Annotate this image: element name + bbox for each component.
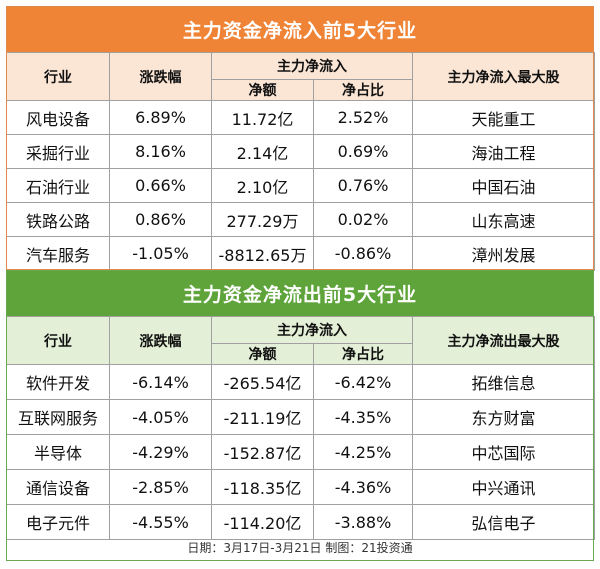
change-cell: -2.85% [109,469,212,505]
outflow-table: 行业 涨跌幅 主力净流入 主力净流出最大股 净额 净占比 软件开发 -6.14%… [6,316,595,540]
stock-cell: 海油工程 [412,134,595,169]
change-cell: -6.14% [109,364,212,400]
outflow-header-net: 净额 [211,343,314,365]
industry-cell: 互联网服务 [6,399,110,435]
industry-cell: 铁路公路 [6,202,110,237]
change-cell: 0.66% [109,168,212,203]
stock-cell: 弘信电子 [412,504,595,540]
net-cell: -8812.65万 [211,236,314,271]
table-row: 通信设备 -2.85% -118.35亿 -4.36% 中兴通讯 [6,469,595,505]
stock-cell: 中国石油 [412,168,595,203]
table-row: 互联网服务 -4.05% -211.19亿 -4.35% 东方财富 [6,399,595,435]
change-cell: -4.29% [109,434,212,470]
inflow-table: 行业 涨跌幅 主力净流入 主力净流入最大股 净额 净占比 风电设备 6.89% … [6,52,595,271]
table-row: 采掘行业 8.16% 2.14亿 0.69% 海油工程 [6,134,595,169]
net-cell: 11.72亿 [211,100,314,135]
inflow-header-top-stock: 主力净流入最大股 [412,52,595,101]
net-cell: 2.14亿 [211,134,314,169]
industry-cell: 电子元件 [6,504,110,540]
change-cell: -4.55% [109,504,212,540]
change-cell: -4.05% [109,399,212,435]
inflow-header-row: 行业 涨跌幅 主力净流入 主力净流入最大股 [6,52,595,101]
ratio-cell: -4.35% [313,399,413,435]
stock-cell: 中兴通讯 [412,469,595,505]
ratio-cell: 2.52% [313,100,413,135]
table-row: 石油行业 0.66% 2.10亿 0.76% 中国石油 [6,168,595,203]
outflow-header-ratio: 净占比 [313,343,413,365]
stock-cell: 东方财富 [412,399,595,435]
net-cell: -152.87亿 [211,434,314,470]
industry-cell: 风电设备 [6,100,110,135]
inflow-header-ratio: 净占比 [313,79,413,101]
net-cell: 2.10亿 [211,168,314,203]
stock-cell: 天能重工 [412,100,595,135]
table-row: 电子元件 -4.55% -114.20亿 -3.88% 弘信电子 [6,504,595,540]
outflow-title: 主力资金净流出前5大行业 [6,270,594,316]
stock-cell: 漳州发展 [412,236,595,271]
table-row: 汽车服务 -1.05% -8812.65万 -0.86% 漳州发展 [6,236,595,271]
ratio-cell: 0.02% [313,202,413,237]
industry-cell: 软件开发 [6,364,110,400]
change-cell: -1.05% [109,236,212,271]
outflow-header-row: 行业 涨跌幅 主力净流入 主力净流出最大股 [6,316,595,365]
outflow-header-change: 涨跌幅 [109,316,212,365]
ratio-cell: -6.42% [313,364,413,400]
industry-cell: 通信设备 [6,469,110,505]
ratio-cell: -4.25% [313,434,413,470]
stock-cell: 拓维信息 [412,364,595,400]
industry-cell: 半导体 [6,434,110,470]
inflow-title: 主力资金净流入前5大行业 [6,6,594,52]
table-row: 软件开发 -6.14% -265.54亿 -6.42% 拓维信息 [6,364,595,400]
table-row: 半导体 -4.29% -152.87亿 -4.25% 中芯国际 [6,434,595,470]
outflow-header-top-stock: 主力净流出最大股 [412,316,595,365]
ratio-cell: -0.86% [313,236,413,271]
table-row: 铁路公路 0.86% 277.29万 0.02% 山东高速 [6,202,595,237]
stock-cell: 中芯国际 [412,434,595,470]
change-cell: 6.89% [109,100,212,135]
ratio-cell: 0.76% [313,168,413,203]
ratio-cell: -4.36% [313,469,413,505]
inflow-header-net: 净额 [211,79,314,101]
inflow-subheader-row: 净额 净占比 [7,79,595,101]
industry-cell: 石油行业 [6,168,110,203]
ratio-cell: -3.88% [313,504,413,540]
footer-caption: 日期：3月17日-3月21日 制图：21投资通 [6,534,594,561]
stock-cell: 山东高速 [412,202,595,237]
industry-cell: 采掘行业 [6,134,110,169]
net-cell: 277.29万 [211,202,314,237]
net-cell: -118.35亿 [211,469,314,505]
table-row: 风电设备 6.89% 11.72亿 2.52% 天能重工 [6,100,595,135]
ratio-cell: 0.69% [313,134,413,169]
outflow-header-industry: 行业 [6,316,110,365]
outflow-header-group: 主力净流入 [211,316,413,344]
net-cell: -211.19亿 [211,399,314,435]
net-cell: -265.54亿 [211,364,314,400]
inflow-header-industry: 行业 [6,52,110,101]
change-cell: 0.86% [109,202,212,237]
inflow-header-group: 主力净流入 [211,52,413,80]
outflow-subheader-row: 净额 净占比 [7,343,595,365]
inflow-header-change: 涨跌幅 [109,52,212,101]
industry-cell: 汽车服务 [6,236,110,271]
change-cell: 8.16% [109,134,212,169]
